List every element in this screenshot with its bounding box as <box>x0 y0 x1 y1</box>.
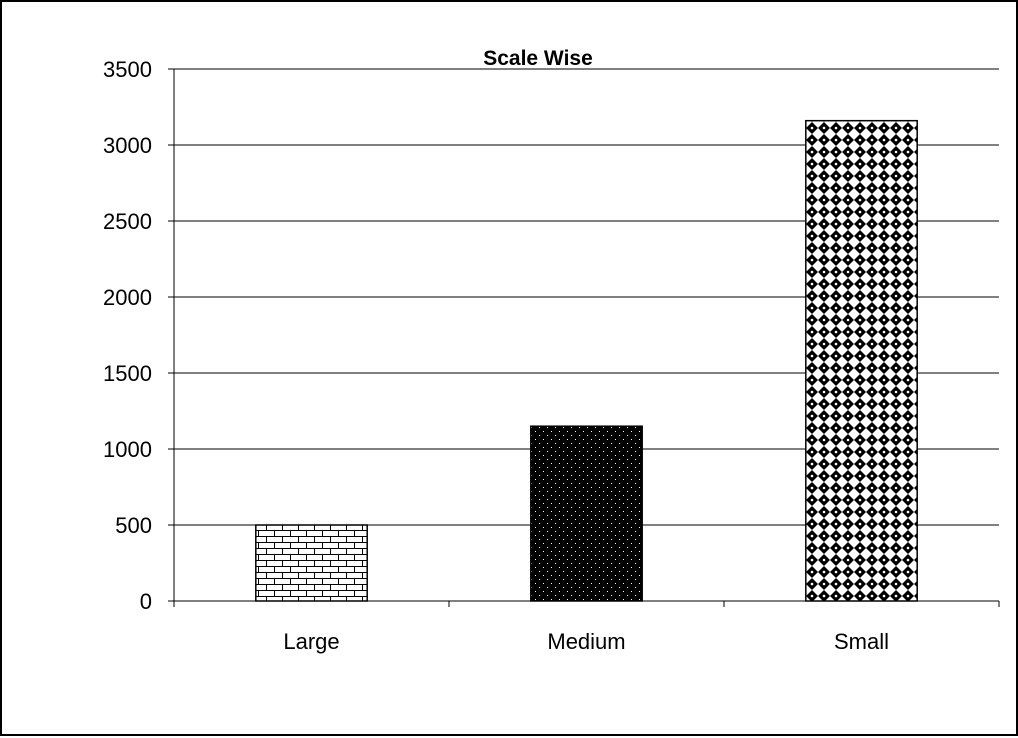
y-tick-label: 2500 <box>103 209 152 234</box>
chart-title: Scale Wise <box>483 47 593 70</box>
y-tick-label: 3000 <box>103 133 152 158</box>
y-tick-label: 0 <box>140 589 152 614</box>
y-tick-label: 2000 <box>103 285 152 310</box>
bar-large <box>255 524 368 602</box>
bars <box>255 119 918 602</box>
bar-medium <box>530 425 643 602</box>
y-tick-labels: 0 500 1000 1500 2000 2500 3000 3500 <box>103 57 152 614</box>
x-tick-labels: Large Medium Small <box>283 629 889 654</box>
axes <box>168 68 1000 607</box>
x-tick-label: Small <box>834 629 889 654</box>
x-tick-label: Medium <box>547 629 625 654</box>
y-tick-label: 1000 <box>103 437 152 462</box>
x-tick-label: Large <box>283 629 339 654</box>
gridlines <box>174 68 999 526</box>
y-tick-label: 500 <box>115 513 152 538</box>
y-tick-label: 1500 <box>103 361 152 386</box>
bar-small <box>805 119 918 602</box>
y-tick-label: 3500 <box>103 57 152 82</box>
